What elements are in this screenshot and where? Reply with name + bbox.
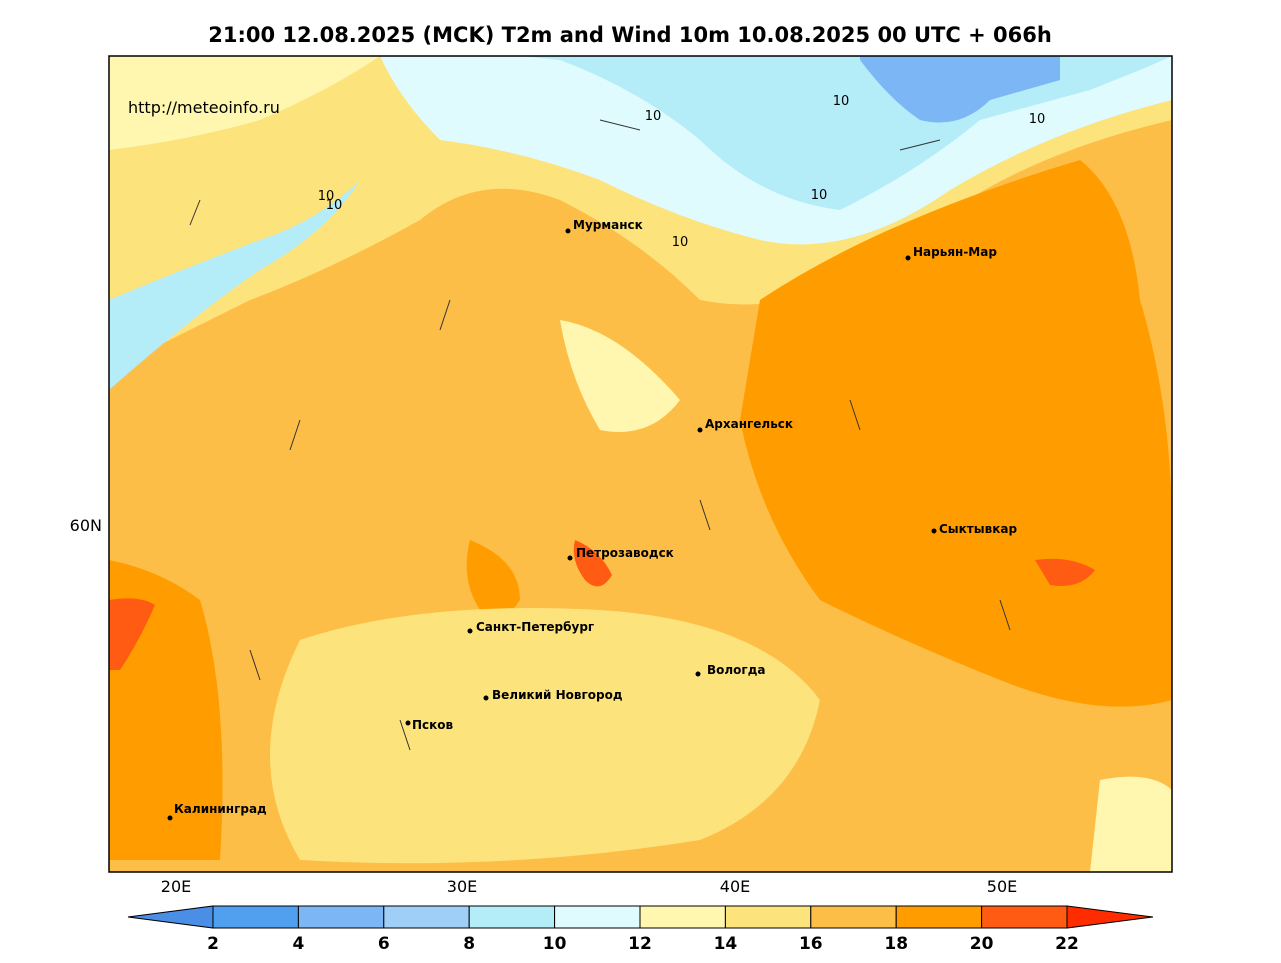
colorbar-extend-low [127, 905, 214, 929]
contour-label: 10 [326, 198, 343, 213]
colorbar-tick-label: 6 [378, 934, 390, 954]
colorbar-segment [981, 905, 1068, 929]
colorbar-segment [383, 905, 470, 929]
x-axis-label: 50E [987, 877, 1017, 896]
cities: Мурманск Нарьян-Мар Архангельск Сыктывка… [167, 218, 1017, 821]
contour-label: 10 [318, 189, 335, 204]
city-dot [567, 555, 573, 561]
colorbar-segment [724, 905, 812, 929]
city-label: Нарьян-Мар [913, 245, 997, 259]
title: 21:00 12.08.2025 (MCK) T2m and Wind 10m … [208, 23, 1052, 47]
zone-20c [109, 598, 155, 670]
map [108, 55, 1173, 873]
colorbar-segment [554, 905, 641, 929]
city-dot [405, 720, 411, 726]
colorbar-tick-label: 20 [970, 934, 994, 954]
city-dot [697, 427, 703, 433]
colorbar-tick-label: 8 [463, 934, 475, 954]
city-dot [931, 528, 937, 534]
city-dot [167, 815, 173, 821]
city-label: Великий Новгород [492, 688, 623, 702]
zone-20b [1035, 558, 1095, 586]
colorbar-tick-label: 10 [543, 934, 567, 954]
map-frame [108, 55, 1173, 873]
contour-labels: 10 10 10 10 10 10 10 [318, 94, 1046, 250]
city-label: Вологда [707, 663, 765, 677]
colorbar-segment [895, 905, 983, 929]
colorbar-extend-high [1066, 905, 1154, 929]
zone-18c [466, 540, 520, 618]
zone-4 [860, 56, 1060, 123]
city-label: Петрозаводск [576, 546, 674, 560]
contour-label: 10 [645, 109, 662, 124]
colorbar-tick-label: 4 [292, 934, 304, 954]
colorbar-tick-label: 16 [799, 934, 823, 954]
contour-label: 10 [833, 94, 850, 109]
city-label: Архангельск [705, 417, 793, 431]
colorbar-segment [639, 905, 726, 929]
contour-label: 10 [672, 235, 689, 250]
zone-14c [1090, 776, 1172, 872]
colorbar-tick-label: 12 [628, 934, 652, 954]
x-axis-label: 30E [447, 877, 477, 896]
city-dot [565, 228, 571, 234]
x-axis-label: 20E [161, 877, 191, 896]
city-dot [905, 255, 911, 261]
city-dot [467, 628, 473, 634]
colorbar-segment [810, 905, 897, 929]
city-dot [695, 671, 701, 677]
colorbar-segment [212, 905, 299, 929]
y-axis-label: 60N [70, 516, 102, 535]
x-axis-label: 40E [720, 877, 750, 896]
colorbar-tick-label: 22 [1055, 934, 1079, 954]
zone-20 [573, 540, 612, 587]
zone-12 [109, 56, 380, 150]
zone-8b [109, 180, 360, 390]
axis-labels: 20E 30E 40E 50E 60N [70, 516, 1018, 896]
city-label: Санкт-Петербург [476, 620, 594, 634]
watermark: http://meteoinfo.ru [128, 98, 280, 117]
colorbar: 2 4 6 8 10 12 14 16 18 20 22 [127, 905, 1154, 954]
colorbar-segment [297, 905, 385, 929]
zone-14b [270, 608, 820, 864]
white-sea [560, 320, 680, 432]
city-label: Мурманск [573, 218, 643, 232]
colorbar-tick-label: 14 [714, 934, 738, 954]
wind-barbs [189, 119, 1011, 751]
colorbar-tick-label: 2 [207, 934, 219, 954]
city-label: Калининград [174, 802, 267, 816]
city-dot [483, 695, 489, 701]
city-label: Псков [412, 718, 454, 732]
colorbar-tick-label: 18 [884, 934, 908, 954]
contour-label: 10 [1029, 112, 1046, 127]
city-label: Сыктывкар [939, 522, 1017, 536]
colorbar-segment [468, 905, 556, 929]
contour-label: 10 [811, 188, 828, 203]
